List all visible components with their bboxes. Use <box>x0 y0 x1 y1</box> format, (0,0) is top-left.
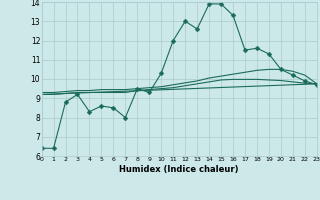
X-axis label: Humidex (Indice chaleur): Humidex (Indice chaleur) <box>119 165 239 174</box>
